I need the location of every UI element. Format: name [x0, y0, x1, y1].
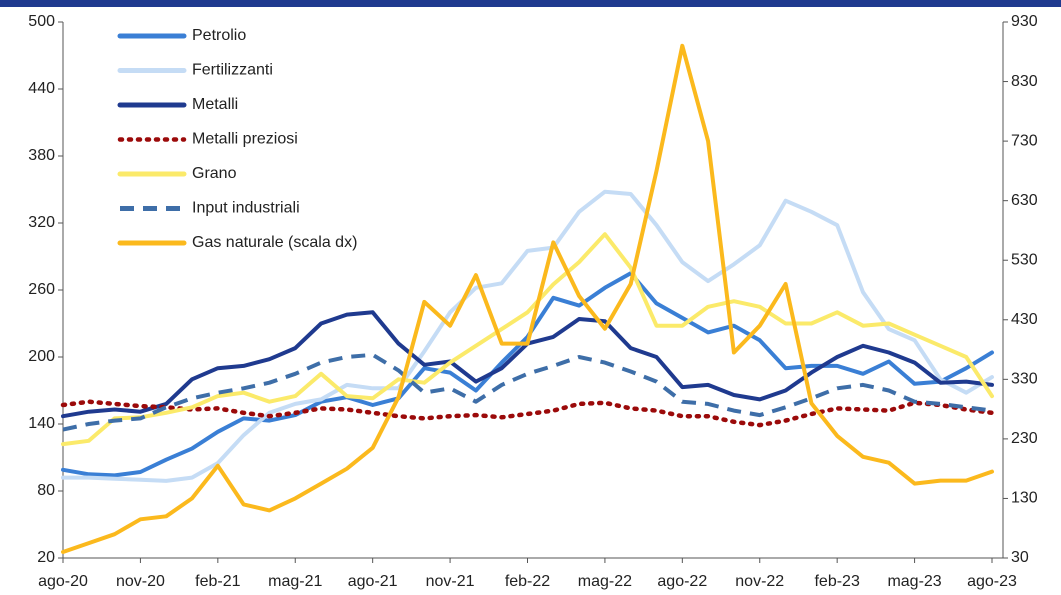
series-line [61, 189, 994, 483]
y-tick-label: 80 [37, 482, 55, 499]
y2-tick-label: 130 [1011, 490, 1038, 507]
y-tick-label: 20 [37, 549, 55, 566]
y-tick-label: 140 [28, 415, 55, 432]
x-tick-label: nov-20 [116, 573, 165, 590]
series-line [61, 43, 994, 554]
y-tick-label: 320 [28, 214, 55, 231]
legend-label: Input industriali [192, 200, 300, 217]
x-tick-label: ago-20 [38, 573, 88, 590]
x-tick-label: mag-21 [268, 573, 322, 590]
legend-label: Petrolio [192, 27, 246, 44]
y2-tick-label: 330 [1011, 371, 1038, 388]
y-tick-label: 440 [28, 80, 55, 97]
series-line [60, 399, 995, 428]
y2-tick-label: 630 [1011, 192, 1038, 209]
y2-tick-label: 730 [1011, 132, 1038, 149]
x-tick-label: ago-21 [348, 573, 398, 590]
x-tick-label: feb-21 [195, 573, 240, 590]
y-tick-label: 500 [28, 13, 55, 30]
series-line [62, 352, 993, 432]
legend-label: Metalli [192, 96, 238, 113]
x-tick-label: feb-22 [505, 573, 550, 590]
series-line [61, 232, 994, 447]
x-tick-label: nov-22 [735, 573, 784, 590]
header-band [0, 0, 1061, 7]
y-tick-label: 380 [28, 147, 55, 164]
y2-tick-label: 530 [1011, 251, 1038, 268]
x-tick-label: feb-23 [814, 573, 859, 590]
y-tick-label: 260 [28, 281, 55, 298]
x-tick-label: ago-23 [967, 573, 1017, 590]
x-tick-label: mag-23 [887, 573, 941, 590]
y2-tick-label: 430 [1011, 311, 1038, 328]
x-tick-label: ago-22 [657, 573, 707, 590]
legend-label: Fertilizzanti [192, 62, 273, 79]
y2-tick-label: 830 [1011, 73, 1038, 90]
y2-tick-label: 930 [1011, 13, 1038, 30]
legend-label: Gas naturale (scala dx) [192, 234, 357, 251]
y2-tick-label: 230 [1011, 430, 1038, 447]
legend-label: Metalli preziosi [192, 131, 298, 148]
series-line [61, 310, 994, 419]
y-tick-label: 200 [28, 348, 55, 365]
legend-label: Grano [192, 165, 237, 182]
x-tick-label: nov-21 [426, 573, 475, 590]
y2-tick-label: 30 [1011, 549, 1029, 566]
x-tick-label: mag-22 [578, 573, 632, 590]
